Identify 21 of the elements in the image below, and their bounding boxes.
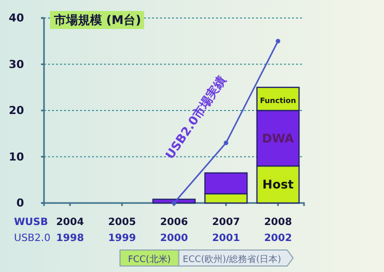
point — [276, 38, 280, 44]
y-tick-label: 0 — [16, 196, 24, 210]
x-tick-label: 2007 2001 — [212, 217, 240, 244]
bar — [152, 198, 196, 204]
x-tick-label: 2006 2000 — [160, 217, 188, 244]
text: WUSB — [14, 217, 48, 228]
series-label: Host — [262, 178, 294, 192]
y-tick-label: 40 — [8, 12, 24, 25]
y-tick-label: 10 — [8, 150, 24, 164]
text: ECC(欧州)/総務省(日本) — [182, 254, 282, 265]
series-label: DWA — [262, 131, 295, 146]
y-tick-label: 20 — [8, 104, 24, 118]
point — [172, 200, 176, 206]
x-tick-label: 2005 1999 — [108, 217, 136, 244]
text: USB2.0 — [14, 233, 50, 244]
y-tick-label: 30 — [8, 58, 24, 71]
x-tick-label: 2008 2002 — [264, 217, 292, 244]
chart-title: 市場規模 (M台) — [53, 13, 142, 27]
x-tick-label: 2004 1998 — [56, 217, 84, 244]
point — [224, 140, 228, 146]
text: FCC(北米) — [128, 254, 171, 265]
